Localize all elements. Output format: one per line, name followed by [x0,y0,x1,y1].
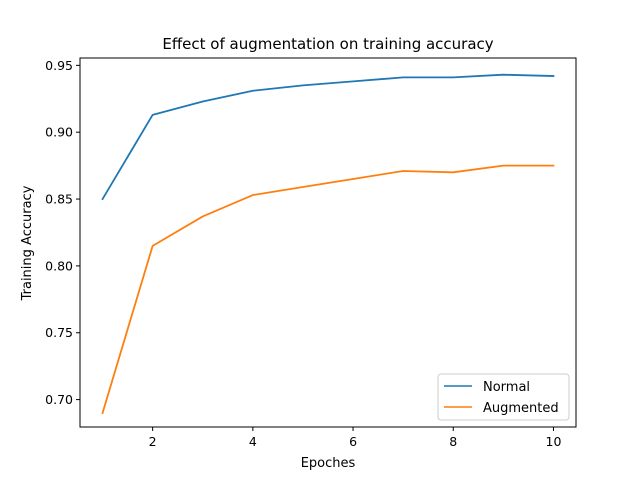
x-tick-label: 2 [149,434,157,449]
x-tick-label: 4 [249,434,257,449]
legend: Normal Augmented [437,373,570,421]
x-tick-label: 8 [449,434,457,449]
series-line-augmented [101,164,555,415]
legend-label-augmented: Augmented [483,401,559,416]
x-axis: 2 4 6 8 10 [149,427,562,449]
x-axis-label: Epoches [301,456,356,471]
plot-area [101,73,555,415]
axes-frame [79,57,577,428]
x-tick-label: 6 [349,434,357,449]
series-line-normal [101,73,555,201]
chart-title: Effect of augmentation on training accur… [162,35,493,53]
y-tick-label: 0.85 [45,192,73,207]
x-tick-label: 10 [546,434,562,449]
y-tick-label: 0.90 [45,125,73,140]
y-tick-label: 0.95 [45,58,73,73]
legend-label-normal: Normal [483,380,530,395]
y-axis: 0.70 0.75 0.80 0.85 0.90 0.95 [45,58,80,407]
y-tick-label: 0.80 [45,258,73,273]
y-axis-label: Training Accuracy [20,185,35,301]
y-tick-label: 0.75 [45,325,73,340]
y-tick-label: 0.70 [45,392,73,407]
